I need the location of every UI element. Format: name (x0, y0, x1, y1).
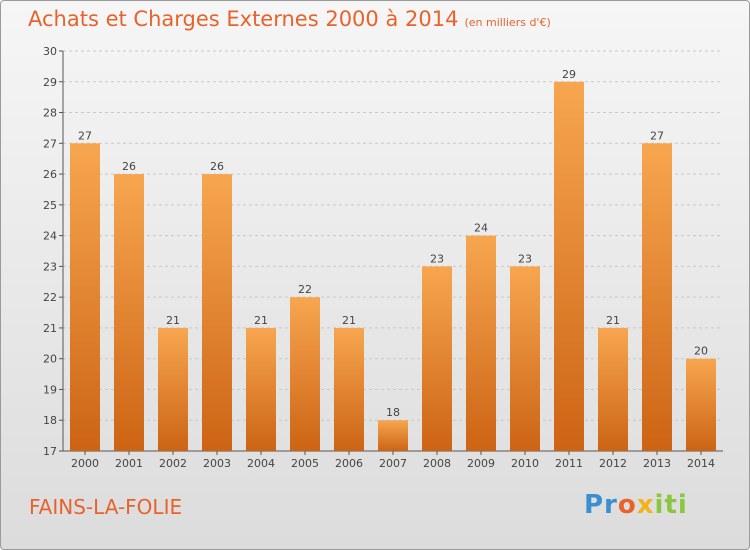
x-tick-label: 2011 (555, 457, 583, 470)
y-tick-label: 22 (43, 291, 57, 304)
data-label: 26 (122, 160, 136, 173)
bar (158, 327, 188, 451)
y-tick-label: 28 (43, 107, 57, 120)
bar (114, 174, 144, 452)
y-tick-label: 30 (43, 45, 57, 58)
city-name: FAINS-LA-FOLIE (29, 495, 183, 519)
bar (290, 297, 320, 451)
data-label: 27 (650, 129, 664, 142)
x-tick-label: 2007 (379, 457, 407, 470)
y-tick-label: 23 (43, 260, 57, 273)
x-tick-label: 2004 (247, 457, 275, 470)
x-tick-label: 2009 (467, 457, 495, 470)
bar (554, 81, 584, 452)
bar (202, 174, 232, 452)
x-tick-label: 2002 (159, 457, 187, 470)
chart-unit: (en milliers d'€) (464, 16, 551, 29)
bar (510, 266, 540, 451)
y-tick-label: 21 (43, 322, 57, 335)
x-tick-label: 2006 (335, 457, 363, 470)
bar (642, 143, 672, 452)
x-tick-label: 2013 (643, 457, 671, 470)
data-label: 21 (254, 314, 268, 327)
x-tick-label: 2010 (511, 457, 539, 470)
data-label: 27 (78, 129, 92, 142)
bar (686, 358, 716, 451)
y-tick-label: 26 (43, 168, 57, 181)
bar (598, 327, 628, 451)
y-tick-label: 20 (43, 353, 57, 366)
y-tick-label: 25 (43, 199, 57, 212)
chart-title: Achats et Charges Externes 2000 à 2014 (e… (28, 7, 551, 31)
y-tick-label: 27 (43, 137, 57, 150)
bar (422, 266, 452, 451)
data-label: 23 (518, 252, 532, 265)
data-label: 21 (606, 314, 620, 327)
data-label: 22 (298, 283, 312, 296)
data-label: 18 (386, 406, 400, 419)
data-label: 21 (166, 314, 180, 327)
x-tick-label: 2012 (599, 457, 627, 470)
y-tick-label: 19 (43, 383, 57, 396)
bar (378, 420, 408, 451)
x-tick-label: 2005 (291, 457, 319, 470)
y-tick-label: 17 (43, 445, 57, 458)
x-tick-label: 2000 (71, 457, 99, 470)
bar (246, 327, 276, 451)
x-tick-label: 2008 (423, 457, 451, 470)
y-tick-label: 29 (43, 76, 57, 89)
data-label: 23 (430, 252, 444, 265)
y-tick-label: 18 (43, 414, 57, 427)
bar (466, 235, 496, 451)
data-label: 26 (210, 160, 224, 173)
data-label: 24 (474, 222, 488, 235)
brand-logo: Proxiti (584, 490, 688, 520)
data-label: 29 (562, 68, 576, 81)
bar (334, 327, 364, 451)
data-label: 21 (342, 314, 356, 327)
x-tick-label: 2003 (203, 457, 231, 470)
data-label: 20 (694, 345, 708, 358)
bar (70, 143, 100, 452)
y-tick-label: 24 (43, 230, 57, 243)
x-tick-label: 2014 (687, 457, 715, 470)
x-tick-label: 2001 (115, 457, 143, 470)
